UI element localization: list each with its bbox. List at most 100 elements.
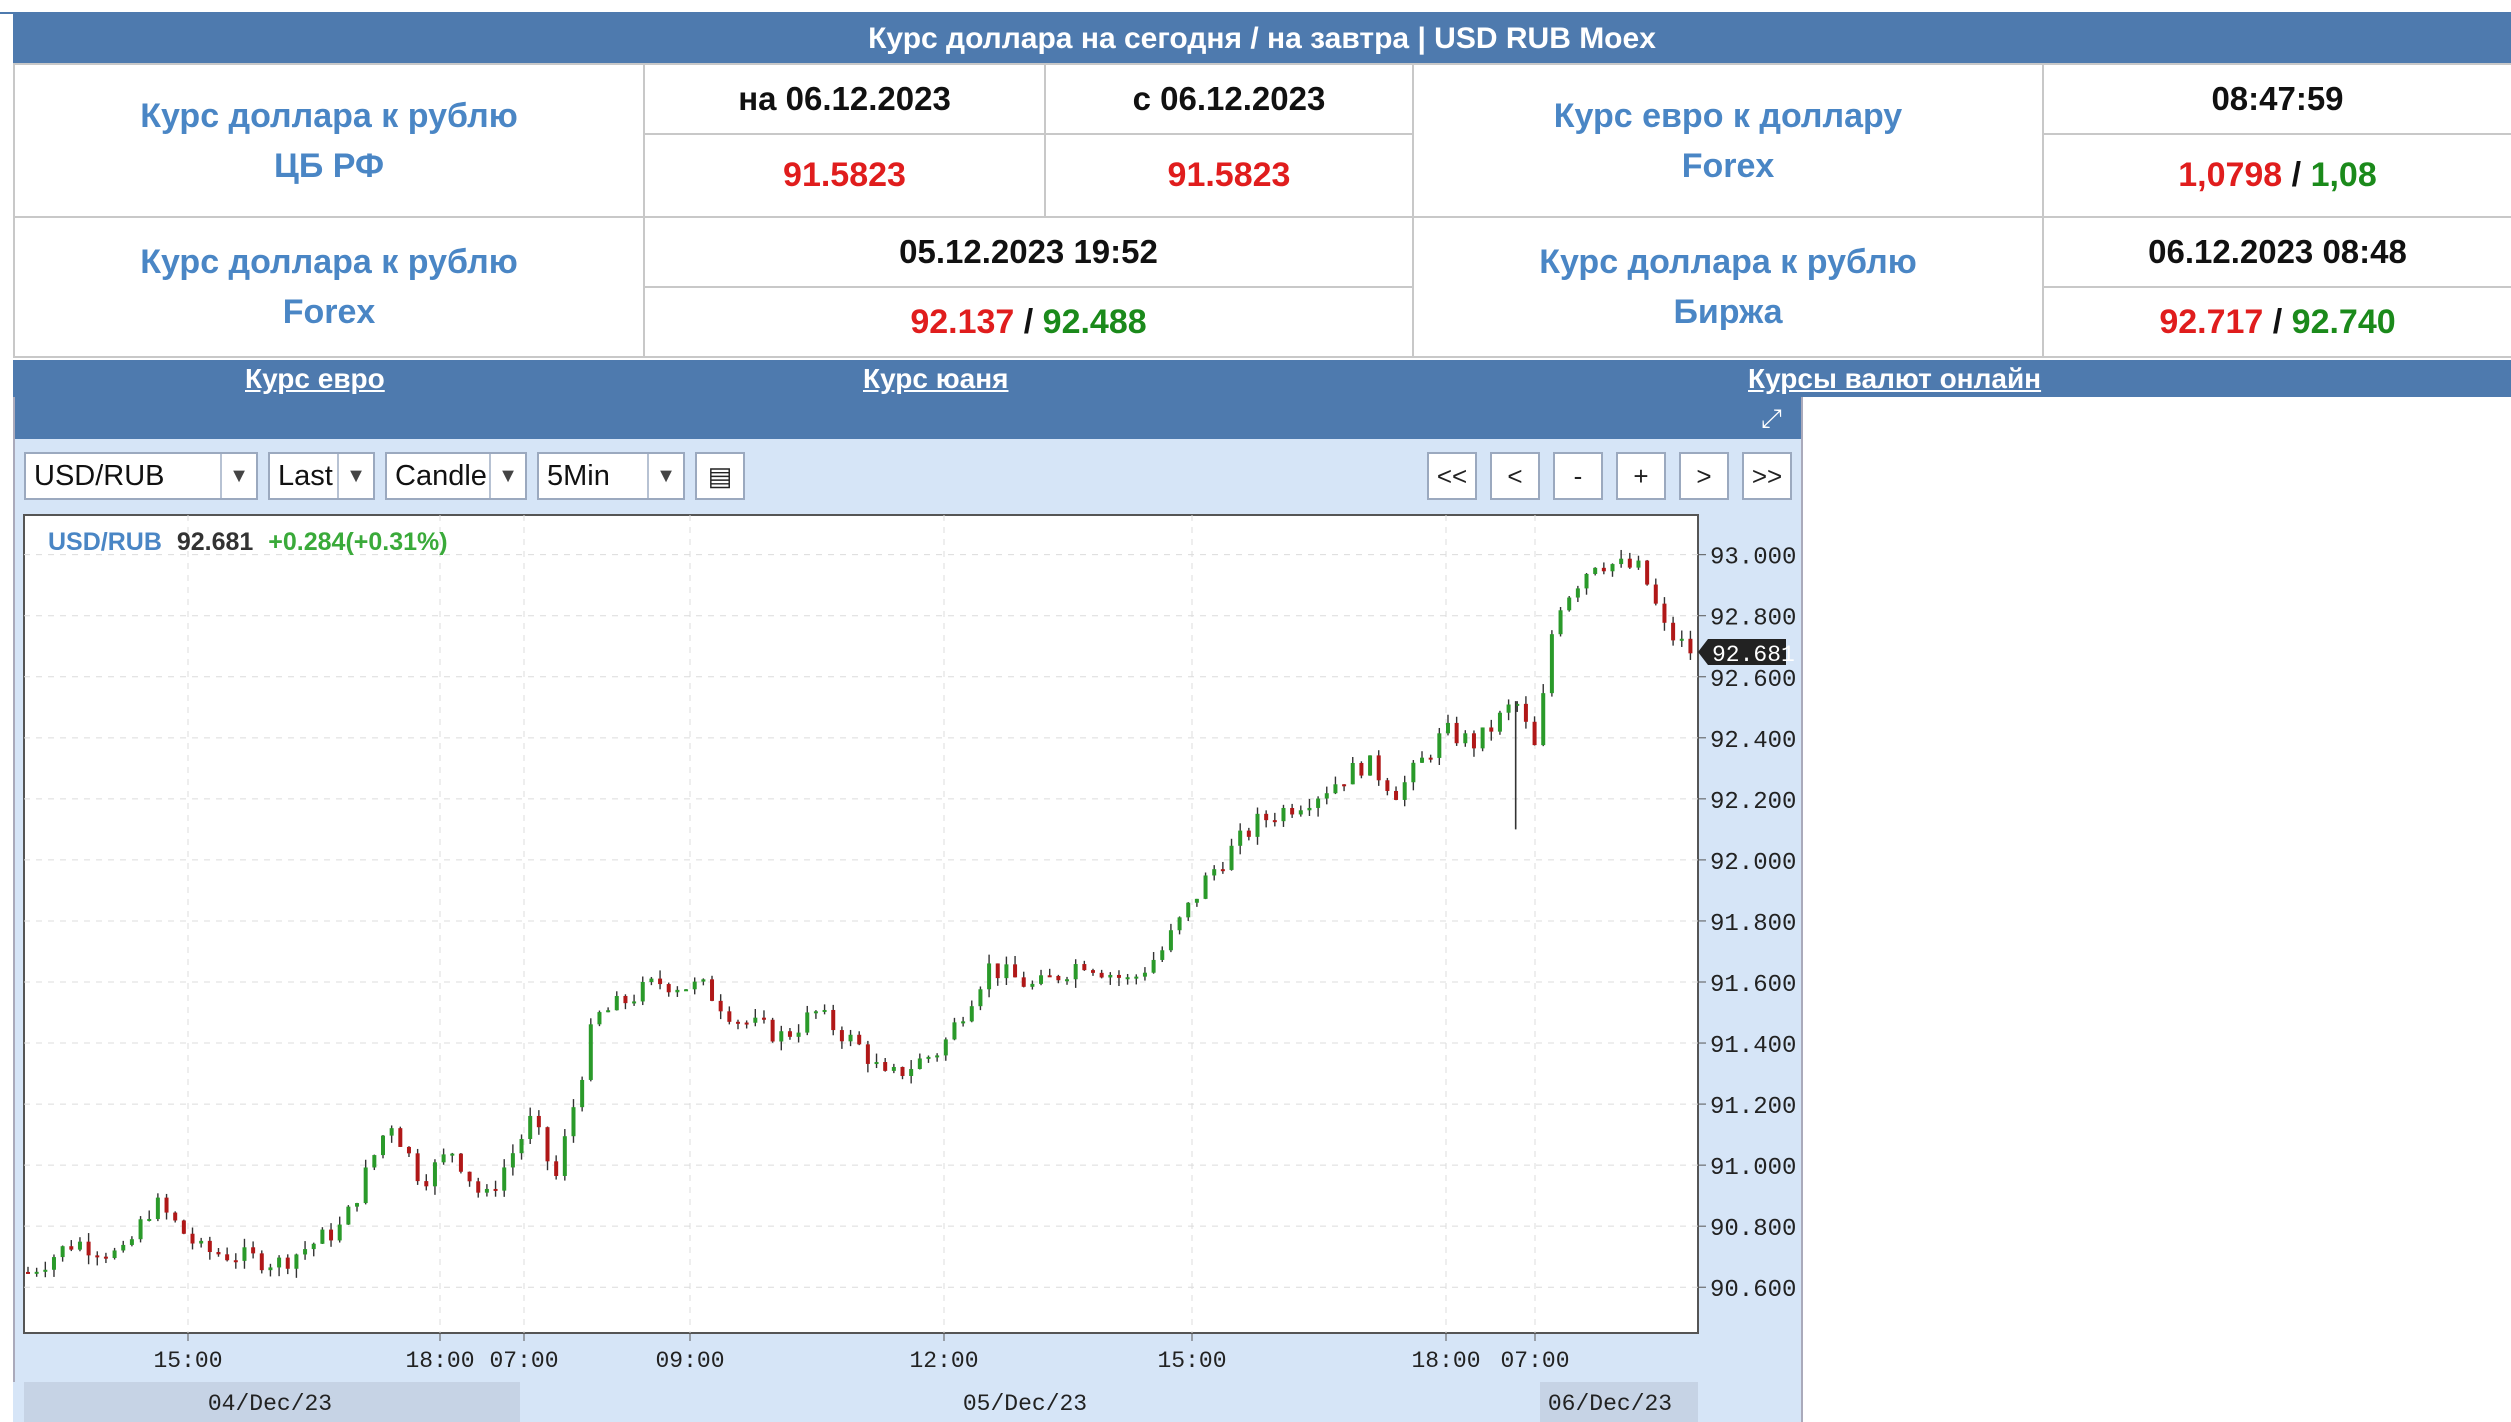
symbol-select[interactable]: USD/RUB ▼ [24,452,258,500]
candle-body [1194,898,1199,903]
y-tick-label: 92.200 [1710,789,1796,816]
candle-body [1047,975,1052,978]
candle-body [891,1067,896,1071]
candle-body [1411,762,1416,783]
candle-body [1013,964,1018,978]
candle-body [173,1212,178,1221]
candle-body [692,981,697,990]
candle-body [1402,782,1407,800]
link-yuan[interactable]: Курс юаня [863,363,1009,394]
candle-body [121,1244,126,1251]
candle-body [1142,972,1147,977]
nav-first-button[interactable]: << [1427,452,1477,500]
candle-body [597,1012,602,1025]
y-tick-label: 91.000 [1710,1155,1796,1182]
candle-body [1671,622,1676,641]
zoom-in-button[interactable]: + [1616,452,1666,500]
candle-body [1532,721,1537,746]
candle-body [943,1039,948,1056]
candle-body [1065,979,1070,982]
date-label: 04/Dec/23 [208,1391,332,1417]
candle-body [1627,558,1632,568]
chart-grid [24,515,1698,1333]
price-select[interactable]: Last ▼ [268,452,375,500]
nav-last-button[interactable]: >> [1742,452,1792,500]
candle-body [857,1034,862,1045]
candle-body [701,979,706,982]
candle-body [1333,784,1338,794]
chevron-down-icon: ▼ [489,454,525,498]
candle-body [1229,845,1234,870]
candle-body [415,1153,420,1182]
candle-body [1420,757,1425,763]
candle-body [1385,780,1390,791]
date-labels: 04/Dec/23 05/Dec/23 06/Dec/23 [208,1391,1672,1417]
forex-sep: / [1023,302,1034,341]
candle-body [190,1233,195,1244]
candle-body [1601,567,1606,572]
table-button[interactable]: ▤ [695,452,745,500]
candle-body [848,1034,853,1042]
candle-body [1030,983,1035,987]
forex-bid: 92.137 [910,302,1015,341]
candle-body [277,1257,282,1268]
candle-body [1575,588,1580,598]
candle-body [1125,977,1130,980]
forex-label-2: Forex [282,293,376,331]
eurusd-ask: 1,08 [2310,156,2377,194]
expand-icon[interactable]: ⤢ [1761,403,1782,433]
candle-body [1523,703,1528,722]
candle-body [34,1271,39,1274]
forex-label-1: Курс доллара к рублю [140,243,518,281]
candle-body [363,1167,368,1204]
candle-body [649,978,654,982]
exchange-bid: 92.717 [2159,302,2264,341]
cb-label-cell: Курс доллара к рублю ЦБ РФ [13,63,645,218]
candle-body [502,1167,507,1191]
candle-body [1662,603,1667,623]
cb-value-on: 91.5823 [643,133,1046,218]
candle-body [1108,974,1113,978]
candle-body [86,1241,91,1256]
candle-body [303,1249,308,1255]
candle-body [1281,807,1286,822]
candle-body [242,1247,247,1261]
candle-body [164,1197,169,1213]
nav-prev-button[interactable]: < [1490,452,1540,500]
candle-body [831,1009,836,1031]
candle-body [251,1247,256,1254]
candle-body [1428,757,1433,760]
candle-body [995,963,1000,979]
nav-next-button[interactable]: > [1679,452,1729,500]
candle-body [510,1153,515,1168]
exchange-label-cell: Курс доллара к рублю Биржа [1412,216,2044,358]
candle-body [155,1197,160,1219]
candle-body [1463,733,1468,744]
zoom-out-button[interactable]: - [1553,452,1603,500]
y-tick-label: 91.600 [1710,972,1796,999]
chart-type-select[interactable]: Candle ▼ [385,452,527,500]
candle-body [1610,564,1615,572]
link-online-rates[interactable]: Курсы валют онлайн [1748,363,2042,394]
chart-symbol: USD/RUB [48,528,162,556]
eurusd-values: 1,0798 / 1,08 [2042,133,2511,218]
candle-body [1168,930,1173,951]
candle-body [372,1155,377,1168]
exchange-datetime: 06.12.2023 08:48 [2042,216,2511,288]
last-price-marker: 92.681 [1698,639,1795,668]
candle-body [865,1044,870,1064]
candle-body [1160,950,1165,960]
x-tick-label: 18:00 [1411,1348,1480,1374]
chart-type-select-value: Candle [395,460,487,492]
candle-body [1437,733,1442,758]
candle-body [1480,727,1485,749]
y-tick-label: 92.800 [1710,606,1796,633]
candle-body [1324,793,1329,799]
candle-body [571,1107,576,1137]
interval-select[interactable]: 5Min ▼ [537,452,685,500]
link-euro[interactable]: Курс евро [245,363,385,394]
chevron-down-icon: ▼ [647,454,683,498]
candle-body [355,1203,360,1207]
candle-body [623,995,628,1004]
